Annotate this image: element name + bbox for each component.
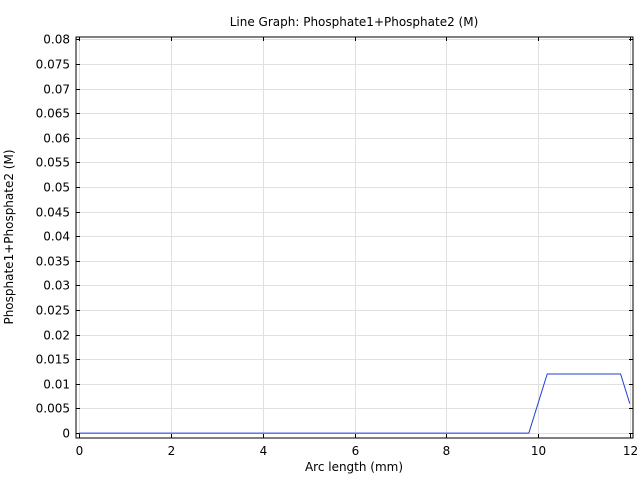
y-tick-label: 0.075 bbox=[36, 58, 70, 72]
x-tick-label: 0 bbox=[76, 444, 84, 458]
tick-layer: 0 0.005 0.01 0.015 0.02 0.025 0.03 0.035 0.04 0.0… bbox=[36, 33, 639, 459]
y-tick-label: 0.08 bbox=[43, 33, 70, 47]
y-tick-label: 0.045 bbox=[36, 206, 70, 220]
y-tick-label: 0.01 bbox=[43, 378, 70, 392]
y-tick-label: 0.025 bbox=[36, 304, 70, 318]
chart-title: Line Graph: Phosphate1+Phosphate2 (M) bbox=[230, 15, 479, 29]
y-tick-label: 0.035 bbox=[36, 255, 70, 269]
y-tick-label: 0.055 bbox=[36, 156, 70, 170]
y-tick-label: 0 bbox=[62, 427, 70, 441]
x-tick-label: 2 bbox=[168, 444, 176, 458]
y-tick-label: 0.015 bbox=[36, 353, 70, 367]
y-tick-label: 0.03 bbox=[43, 279, 70, 293]
y-tick-label: 0.04 bbox=[43, 230, 70, 244]
y-tick-label: 0.065 bbox=[36, 107, 70, 121]
y-tick-label: 0.005 bbox=[36, 402, 70, 416]
y-tick-label: 0.02 bbox=[43, 329, 70, 343]
series-layer bbox=[79, 373, 631, 434]
y-tick-label: 0.05 bbox=[43, 181, 70, 195]
x-tick-label: 8 bbox=[443, 444, 451, 458]
y-tick-label: 0.07 bbox=[43, 83, 70, 97]
y-axis-label: Phosphate1+Phosphate2 (M) bbox=[2, 149, 16, 324]
plot-frame bbox=[75, 36, 634, 439]
series-line bbox=[79, 373, 631, 434]
x-tick-label: 10 bbox=[531, 444, 546, 458]
x-tick-label: 12 bbox=[623, 444, 638, 458]
y-tick-label: 0.06 bbox=[43, 132, 70, 146]
x-axis-label: Arc length (mm) bbox=[305, 460, 403, 474]
x-tick-label: 4 bbox=[260, 444, 268, 458]
grid-layer bbox=[76, 37, 633, 438]
x-tick-label: 6 bbox=[352, 444, 360, 458]
